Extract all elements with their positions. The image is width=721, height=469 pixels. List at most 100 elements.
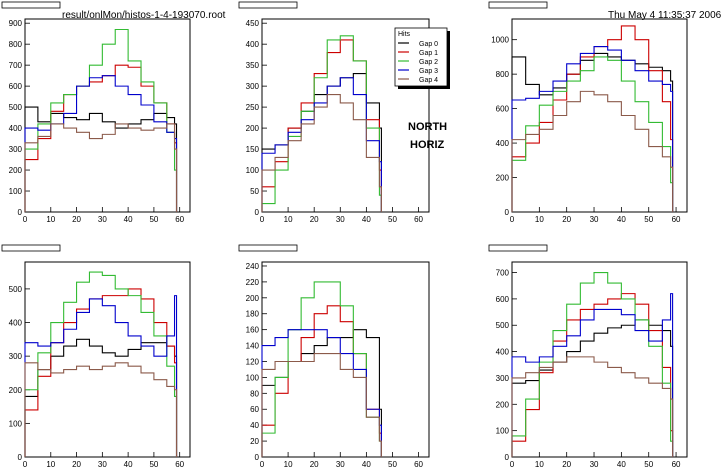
legend-entry: Gap 0 bbox=[419, 41, 438, 48]
x-tick-label: 20 bbox=[562, 215, 571, 224]
file-path-label: result/onlMon/histos-1-4-193070.root bbox=[62, 10, 226, 21]
series-gap-1 bbox=[511, 293, 674, 457]
y-tick-label: 100 bbox=[9, 187, 23, 196]
x-tick-label: 30 bbox=[590, 460, 599, 469]
y-tick-label: 800 bbox=[9, 40, 23, 49]
y-tick-label: 600 bbox=[9, 82, 23, 91]
series-gap-4 bbox=[261, 352, 382, 457]
y-tick-label: 40 bbox=[250, 421, 259, 430]
x-tick-label: 20 bbox=[310, 215, 319, 224]
plot-frame bbox=[24, 261, 191, 458]
y-tick-label: 220 bbox=[246, 278, 260, 287]
x-tick-label: 60 bbox=[414, 460, 423, 469]
series-gap-2 bbox=[24, 28, 178, 212]
y-tick-label: 250 bbox=[246, 103, 260, 112]
panel-title-box bbox=[1, 1, 61, 9]
panel-title-box bbox=[238, 1, 298, 9]
panel-bottom-middle: 0 10 20 30 40 50 60 0 20 40 60 80 100 120 140 160 180 200… bbox=[238, 244, 430, 469]
legend-box bbox=[394, 27, 448, 87]
x-tick-label: 60 bbox=[414, 215, 423, 224]
y-tick-label: 400 bbox=[9, 124, 23, 133]
y-tick-label: 200 bbox=[496, 174, 510, 183]
y-tick-label: 600 bbox=[496, 105, 510, 114]
y-tick-label: 200 bbox=[246, 124, 260, 133]
x-tick-label: 50 bbox=[644, 460, 653, 469]
horiz-label: HORIZ bbox=[410, 139, 445, 151]
y-tick-label: 600 bbox=[496, 295, 510, 304]
x-tick-label: 0 bbox=[23, 215, 28, 224]
y-tick-label: 60 bbox=[250, 405, 259, 414]
legend-entry: Gap 1 bbox=[419, 50, 438, 57]
series-gap-4 bbox=[511, 356, 674, 457]
x-tick-label: 40 bbox=[362, 460, 371, 469]
panel-bottom-left: 0 10 20 30 40 50 60 0 100 200 300 400 500 bbox=[1, 244, 191, 469]
y-tick-label: 100 bbox=[496, 427, 510, 436]
series-gap-4 bbox=[511, 90, 674, 212]
y-tick-label: 450 bbox=[246, 19, 260, 28]
y-tick-label: 0 bbox=[255, 208, 260, 217]
series-gap-2 bbox=[511, 271, 674, 457]
legend: Hits Gap 0 Gap 1 Gap 2 Gap 3 Gap 4 bbox=[394, 27, 450, 89]
y-tick-label: 300 bbox=[9, 145, 23, 154]
x-tick-label: 10 bbox=[284, 215, 293, 224]
x-tick-label: 30 bbox=[98, 215, 107, 224]
y-tick-label: 0 bbox=[18, 453, 23, 462]
series-gap-1 bbox=[261, 305, 382, 457]
y-tick-label: 160 bbox=[246, 326, 260, 335]
x-tick-label: 40 bbox=[617, 460, 626, 469]
series-gap-3 bbox=[261, 329, 382, 457]
series-gap-3 bbox=[511, 293, 674, 457]
y-tick-label: 350 bbox=[246, 61, 260, 70]
series-gap-4 bbox=[24, 362, 178, 457]
y-tick-label: 0 bbox=[255, 453, 260, 462]
series-gap-0 bbox=[24, 338, 178, 457]
x-tick-label: 50 bbox=[388, 215, 397, 224]
panel-top-left: 0 10 20 30 40 50 60010020030040050060070080090… bbox=[1, 1, 191, 224]
y-tick-label: 100 bbox=[9, 419, 23, 428]
y-tick-label: 100 bbox=[246, 166, 260, 175]
x-tick-label: 30 bbox=[336, 460, 345, 469]
y-tick-label: 0 bbox=[18, 208, 23, 217]
legend-entry: Gap 2 bbox=[419, 59, 438, 66]
x-tick-label: 10 bbox=[284, 460, 293, 469]
y-tick-label: 120 bbox=[246, 357, 260, 366]
series-gap-2 bbox=[511, 56, 674, 212]
y-tick-label: 240 bbox=[246, 262, 260, 271]
series-gap-3 bbox=[511, 46, 674, 212]
x-tick-label: 0 bbox=[23, 460, 28, 469]
x-tick-label: 60 bbox=[672, 215, 681, 224]
x-tick-label: 50 bbox=[388, 460, 397, 469]
y-tick-label: 200 bbox=[9, 386, 23, 395]
y-tick-label: 500 bbox=[9, 285, 23, 294]
y-tick-label: 140 bbox=[246, 342, 260, 351]
x-tick-label: 10 bbox=[535, 215, 544, 224]
y-tick-label: 80 bbox=[250, 389, 259, 398]
x-tick-label: 20 bbox=[562, 460, 571, 469]
series-gap-0 bbox=[24, 106, 178, 212]
x-tick-label: 0 bbox=[510, 460, 515, 469]
x-tick-label: 20 bbox=[72, 460, 81, 469]
y-tick-label: 300 bbox=[246, 82, 260, 91]
x-tick-label: 20 bbox=[310, 460, 319, 469]
panel-title-box bbox=[1, 244, 61, 252]
plot-frame bbox=[511, 261, 688, 458]
y-tick-label: 400 bbox=[9, 319, 23, 328]
y-tick-label: 200 bbox=[9, 166, 23, 175]
y-tick-label: 400 bbox=[246, 40, 260, 49]
x-tick-label: 30 bbox=[336, 215, 345, 224]
legend-title: Hits bbox=[398, 31, 411, 38]
legend-entry: Gap 3 bbox=[419, 68, 438, 75]
x-tick-label: 0 bbox=[260, 215, 265, 224]
y-tick-label: 900 bbox=[9, 19, 23, 28]
series-gap-2 bbox=[261, 35, 382, 212]
series-gap-1 bbox=[261, 39, 382, 212]
y-tick-label: 180 bbox=[246, 310, 260, 319]
x-tick-label: 60 bbox=[175, 215, 184, 224]
x-tick-label: 30 bbox=[98, 460, 107, 469]
y-tick-label: 800 bbox=[496, 70, 510, 79]
y-tick-label: 200 bbox=[496, 400, 510, 409]
y-tick-label: 1000 bbox=[491, 36, 509, 45]
x-tick-label: 0 bbox=[510, 215, 515, 224]
